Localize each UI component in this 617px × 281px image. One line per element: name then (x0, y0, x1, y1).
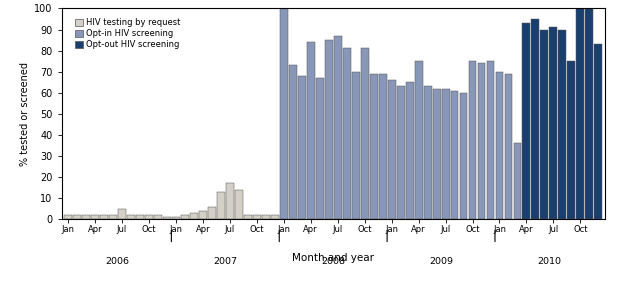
Bar (576, 8, 584, 219)
Bar (271, 215, 279, 219)
Y-axis label: % tested or screened: % tested or screened (20, 62, 30, 166)
Text: 2007: 2007 (213, 257, 238, 266)
Bar (379, 74, 387, 219)
Bar (442, 89, 450, 219)
Bar (226, 183, 234, 219)
Bar (109, 215, 117, 219)
Bar (118, 209, 126, 219)
Bar (244, 215, 252, 219)
Bar (460, 93, 468, 219)
Bar (190, 213, 198, 219)
X-axis label: Month and year: Month and year (292, 253, 374, 263)
Bar (199, 211, 207, 219)
Bar (154, 215, 162, 219)
Bar (262, 215, 270, 219)
Bar (468, 61, 476, 219)
Bar (361, 49, 368, 219)
Bar (387, 80, 395, 219)
Bar (163, 217, 171, 219)
Bar (505, 74, 513, 219)
Bar (415, 61, 423, 219)
Bar (316, 78, 324, 219)
Bar (325, 40, 333, 219)
Legend: HIV testing by request, Opt-in HIV screening, Opt-out HIV screening: HIV testing by request, Opt-in HIV scree… (72, 15, 184, 53)
Bar (352, 72, 360, 219)
Bar (82, 215, 90, 219)
Bar (594, 44, 602, 219)
Bar (280, 8, 288, 219)
Bar (127, 215, 135, 219)
Bar (568, 61, 576, 219)
Bar (342, 49, 350, 219)
Bar (307, 42, 315, 219)
Bar (217, 192, 225, 219)
Bar (405, 82, 413, 219)
Bar (298, 76, 305, 219)
Bar (289, 65, 297, 219)
Text: 2010: 2010 (537, 257, 561, 266)
Bar (334, 36, 342, 219)
Bar (487, 61, 494, 219)
Bar (73, 215, 81, 219)
Text: 2006: 2006 (106, 257, 130, 266)
Bar (91, 215, 99, 219)
Bar (523, 23, 531, 219)
Bar (208, 207, 216, 219)
Bar (136, 215, 144, 219)
Bar (433, 89, 441, 219)
Bar (253, 215, 261, 219)
Bar (424, 87, 431, 219)
Bar (586, 8, 594, 219)
Bar (64, 215, 72, 219)
Bar (181, 215, 189, 219)
Text: 2008: 2008 (321, 257, 345, 266)
Bar (540, 30, 549, 219)
Bar (550, 28, 557, 219)
Bar (145, 215, 153, 219)
Bar (100, 215, 108, 219)
Bar (513, 143, 521, 219)
Bar (558, 30, 566, 219)
Bar (450, 90, 458, 219)
Bar (531, 19, 539, 219)
Bar (397, 87, 405, 219)
Bar (235, 190, 242, 219)
Text: 2009: 2009 (429, 257, 453, 266)
Bar (370, 74, 378, 219)
Bar (172, 217, 180, 219)
Bar (495, 72, 503, 219)
Bar (478, 63, 486, 219)
